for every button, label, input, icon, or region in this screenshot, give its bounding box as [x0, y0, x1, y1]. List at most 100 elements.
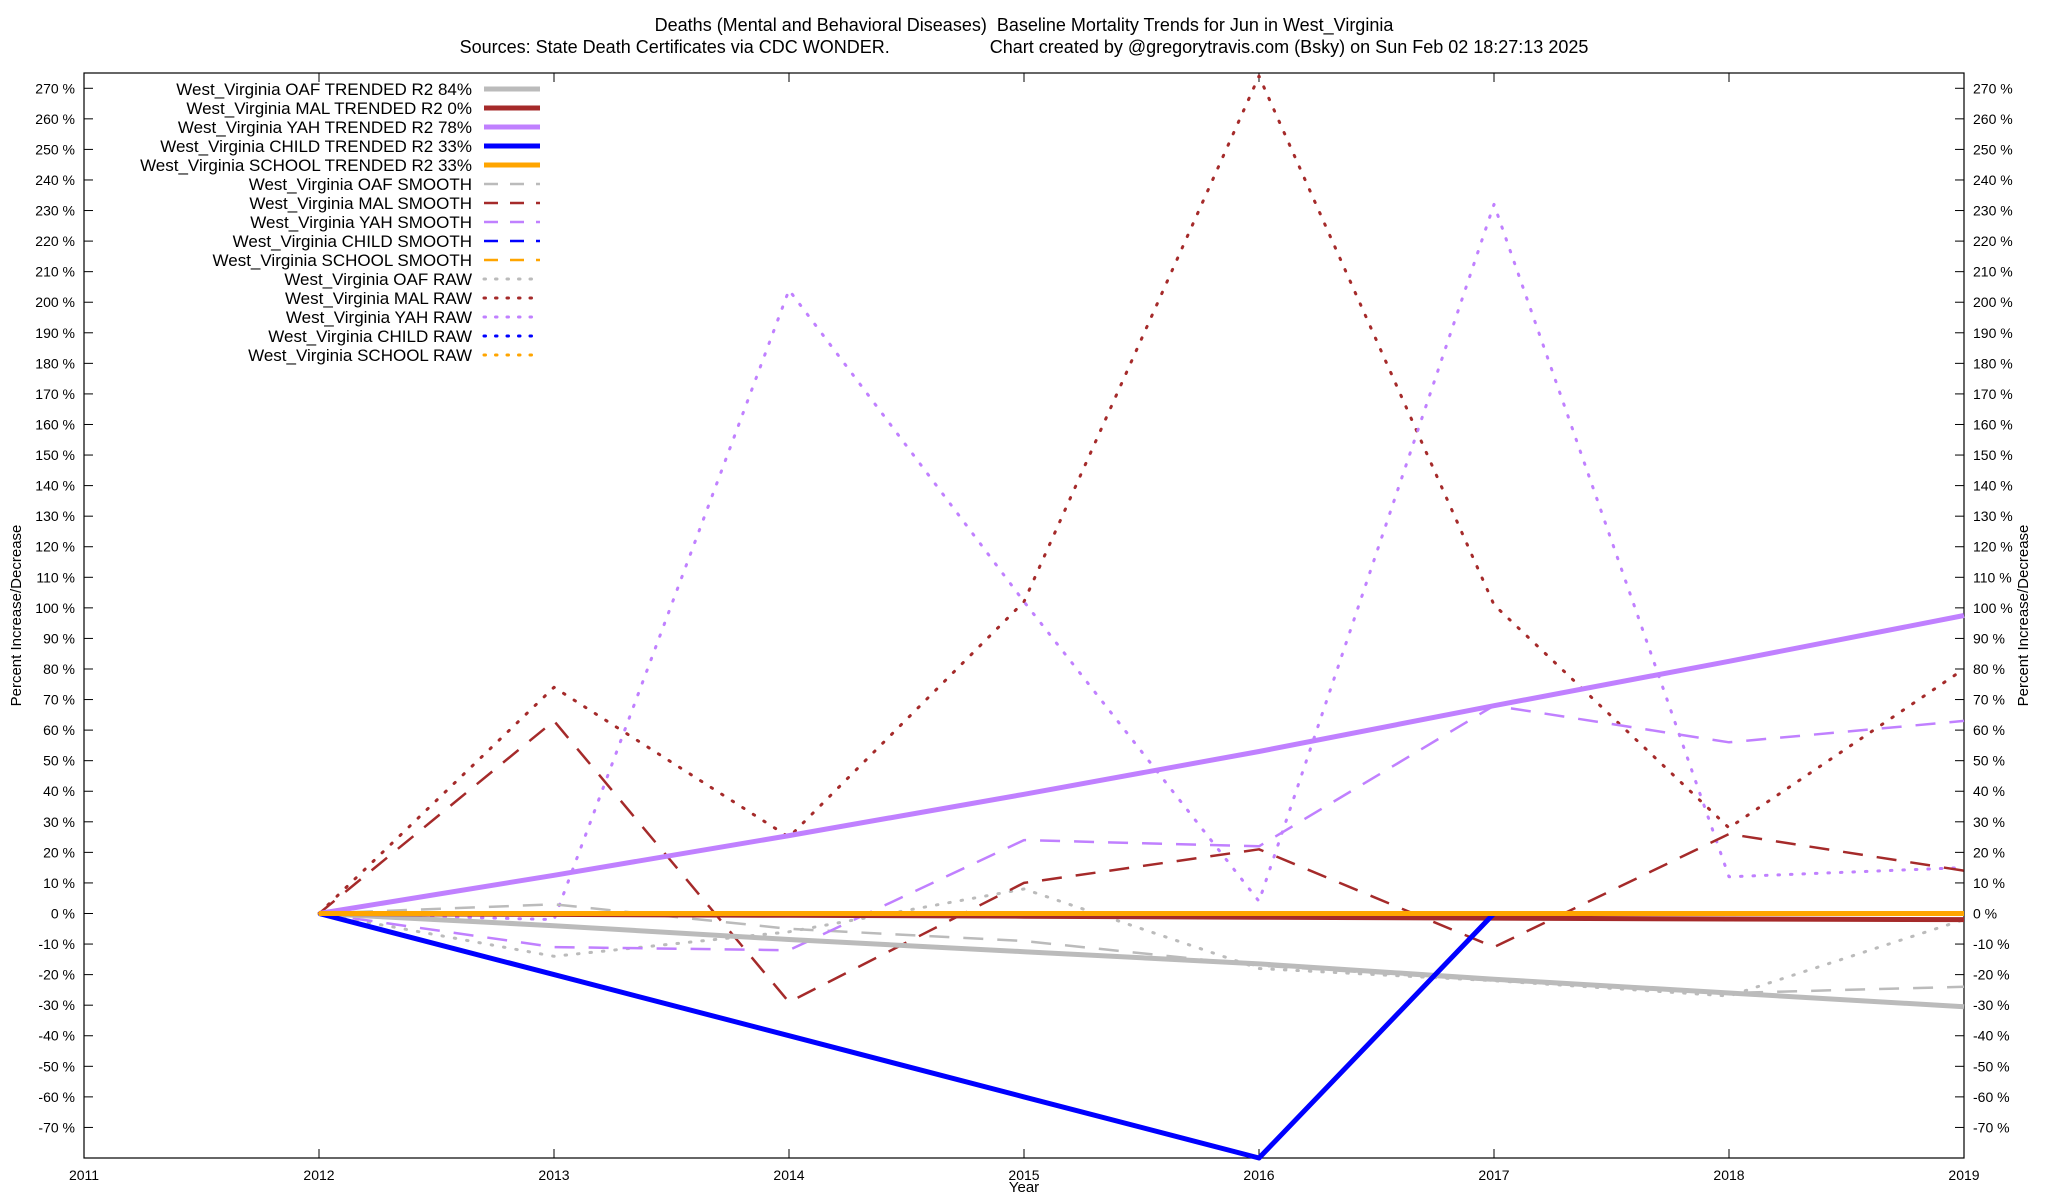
y-tick-label-left: 80 % [43, 661, 75, 677]
x-tick-label: 2017 [1478, 1167, 1509, 1183]
y-tick-label-left: 40 % [43, 783, 75, 799]
y-tick-label-right: 20 % [1973, 844, 2005, 860]
series-layer [317, 74, 1966, 1161]
series-line-11 [317, 74, 1966, 915]
legend-label: West_Virginia YAH SMOOTH [250, 213, 472, 232]
y-tick-label-right: 70 % [1973, 692, 2005, 708]
legend-label: West_Virginia CHILD TRENDED R2 33% [160, 137, 472, 156]
series-line-2 [318, 613, 1965, 916]
y-tick-label-right: 140 % [1973, 478, 2013, 494]
legend-label: West_Virginia OAF TRENDED R2 84% [176, 80, 472, 99]
y-tick-label-right: -60 % [1973, 1089, 2010, 1105]
axes: -70 % -70 % -60 % -60 % -50 % -50 % -40 % -40 %… [35, 73, 2013, 1183]
series-line-7 [318, 704, 1965, 952]
y-tick-label-right: 60 % [1973, 722, 2005, 738]
y-tick-label-right: 120 % [1973, 539, 2013, 555]
y-tick-label-left: 50 % [43, 753, 75, 769]
y-tick-label-left: 100 % [35, 600, 75, 616]
y-tick-label-left: 230 % [35, 203, 75, 219]
y-tick-label-left: 70 % [43, 692, 75, 708]
y-tick-label-right: 0 % [1973, 905, 1997, 921]
legend-label: West_Virginia MAL SMOOTH [249, 194, 472, 213]
y-tick-label-left: -60 % [38, 1089, 75, 1105]
legend-label: West_Virginia SCHOOL RAW [248, 346, 472, 365]
legend-label: West_Virginia CHILD SMOOTH [233, 232, 472, 251]
y-tick-label-left: 90 % [43, 630, 75, 646]
y-tick-label-left: -40 % [38, 1028, 75, 1044]
y-tick-label-right: 130 % [1973, 508, 2013, 524]
y-tick-label-left: 180 % [35, 355, 75, 371]
y-tick-label-left: 220 % [35, 233, 75, 249]
y-tick-label-left: 210 % [35, 264, 75, 280]
y-tick-label-right: 200 % [1973, 294, 2013, 310]
legend-label: West_Virginia YAH TRENDED R2 78% [178, 118, 472, 137]
y-tick-label-left: 20 % [43, 844, 75, 860]
y-tick-label-right: 50 % [1973, 753, 2005, 769]
chart-subtitle-sources: Sources: State Death Certificates via CD… [459, 37, 890, 57]
series-line-0 [318, 911, 1965, 1010]
y-tick-label-left: 170 % [35, 386, 75, 402]
y-tick-label-right: -40 % [1973, 1028, 2010, 1044]
y-tick-label-left: 140 % [35, 478, 75, 494]
x-tick-label: 2016 [1243, 1167, 1274, 1183]
legend-label: West_Virginia SCHOOL SMOOTH [213, 251, 472, 270]
chart-subtitle: Sources: State Death Certificates via CD… [0, 36, 2048, 58]
y-tick-label-left: 190 % [35, 325, 75, 341]
y-tick-label-left: 0 % [51, 905, 75, 921]
y-tick-label-left: 150 % [35, 447, 75, 463]
y-tick-label-left: 240 % [35, 172, 75, 188]
y-tick-label-left: -30 % [38, 997, 75, 1013]
y-tick-label-right: 150 % [1973, 447, 2013, 463]
legend-label: West_Virginia MAL RAW [285, 289, 472, 308]
y-tick-label-right: 230 % [1973, 203, 2013, 219]
y-tick-label-right: 190 % [1973, 325, 2013, 341]
x-tick-label: 2012 [303, 1167, 334, 1183]
y-tick-label-right: 10 % [1973, 875, 2005, 891]
x-tick-label: 2015 [1008, 1167, 1039, 1183]
x-tick-label: 2011 [69, 1167, 99, 1183]
legend-label: West_Virginia OAF SMOOTH [249, 175, 472, 194]
y-tick-label-left: 30 % [43, 814, 75, 830]
y-axis-title-right: Percent Increase/Decrease [2015, 525, 2032, 707]
y-tick-label-right: 170 % [1973, 386, 2013, 402]
legend: West_Virginia OAF TRENDED R2 84%West_Vir… [140, 80, 542, 365]
series-line-12 [317, 202, 1966, 922]
y-tick-label-right: -20 % [1973, 967, 2010, 983]
y-tick-label-right: 210 % [1973, 264, 2013, 280]
y-tick-label-right: 40 % [1973, 783, 2005, 799]
y-tick-label-right: 100 % [1973, 600, 2013, 616]
x-tick-label: 2013 [538, 1167, 569, 1183]
y-tick-label-right: 250 % [1973, 141, 2013, 157]
y-tick-label-right: -30 % [1973, 997, 2010, 1013]
y-tick-label-right: 220 % [1973, 233, 2013, 249]
y-tick-label-right: 30 % [1973, 814, 2005, 830]
legend-label: West_Virginia OAF RAW [284, 270, 472, 289]
legend-label: West_Virginia MAL TRENDED R2 0% [186, 99, 472, 118]
legend-label: West_Virginia YAH RAW [286, 308, 472, 327]
y-tick-label-right: 90 % [1973, 630, 2005, 646]
legend-label: West_Virginia SCHOOL TRENDED R2 33% [140, 156, 472, 175]
chart-title: Deaths (Mental and Behavioral Diseases) … [654, 15, 1394, 35]
series-line-10 [317, 887, 1966, 998]
chart-subtitle-credit: Chart created by @gregorytravis.com (Bsk… [989, 37, 1589, 57]
y-tick-label-left: -50 % [38, 1058, 75, 1074]
y-tick-label-right: -10 % [1973, 936, 2010, 952]
y-tick-label-left: 120 % [35, 539, 75, 555]
y-tick-label-right: -70 % [1973, 1119, 2010, 1135]
y-tick-label-right: 160 % [1973, 416, 2013, 432]
y-tick-label-right: 110 % [1973, 569, 2012, 585]
y-tick-label-left: 250 % [35, 141, 75, 157]
y-tick-label-left: -20 % [38, 967, 75, 983]
legend-label: West_Virginia CHILD RAW [268, 327, 472, 346]
x-tick-label: 2014 [773, 1167, 804, 1183]
y-tick-label-left: 260 % [35, 111, 75, 127]
y-axis-title-left: Percent Increase/Decrease [8, 525, 25, 707]
series-line-6 [318, 719, 1965, 1004]
x-tick-label: 2018 [1713, 1167, 1744, 1183]
title-block: Deaths (Mental and Behavioral Diseases) … [0, 14, 2048, 58]
y-tick-label-right: 240 % [1973, 172, 2013, 188]
y-tick-label-left: 60 % [43, 722, 75, 738]
y-tick-label-right: -50 % [1973, 1058, 2010, 1074]
y-tick-label-left: 200 % [35, 294, 75, 310]
